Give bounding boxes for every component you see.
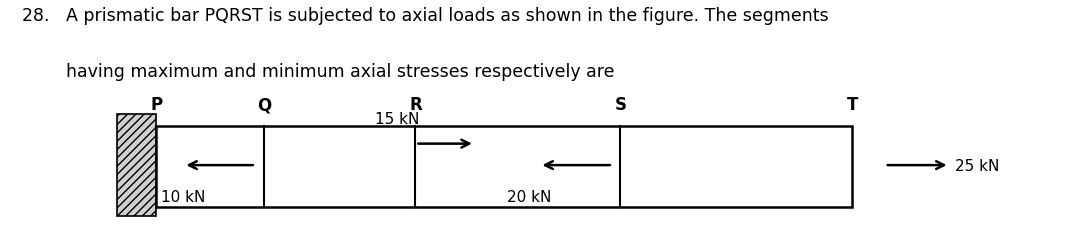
Text: S: S bbox=[614, 96, 627, 114]
Text: 15 kN: 15 kN bbox=[375, 111, 420, 126]
Text: 25 kN: 25 kN bbox=[955, 158, 999, 173]
Text: having maximum and minimum axial stresses respectively are: having maximum and minimum axial stresse… bbox=[22, 63, 614, 81]
Bar bbox=[117, 115, 156, 216]
Bar bbox=[156, 126, 852, 207]
Text: 10 kN: 10 kN bbox=[161, 189, 206, 204]
Text: 20 kN: 20 kN bbox=[506, 189, 551, 204]
Text: Q: Q bbox=[257, 96, 272, 114]
Text: T: T bbox=[847, 96, 858, 114]
Text: R: R bbox=[409, 96, 422, 114]
Text: 28.   A prismatic bar PQRST is subjected to axial loads as shown in the figure. : 28. A prismatic bar PQRST is subjected t… bbox=[22, 7, 829, 25]
Text: P: P bbox=[150, 96, 163, 114]
